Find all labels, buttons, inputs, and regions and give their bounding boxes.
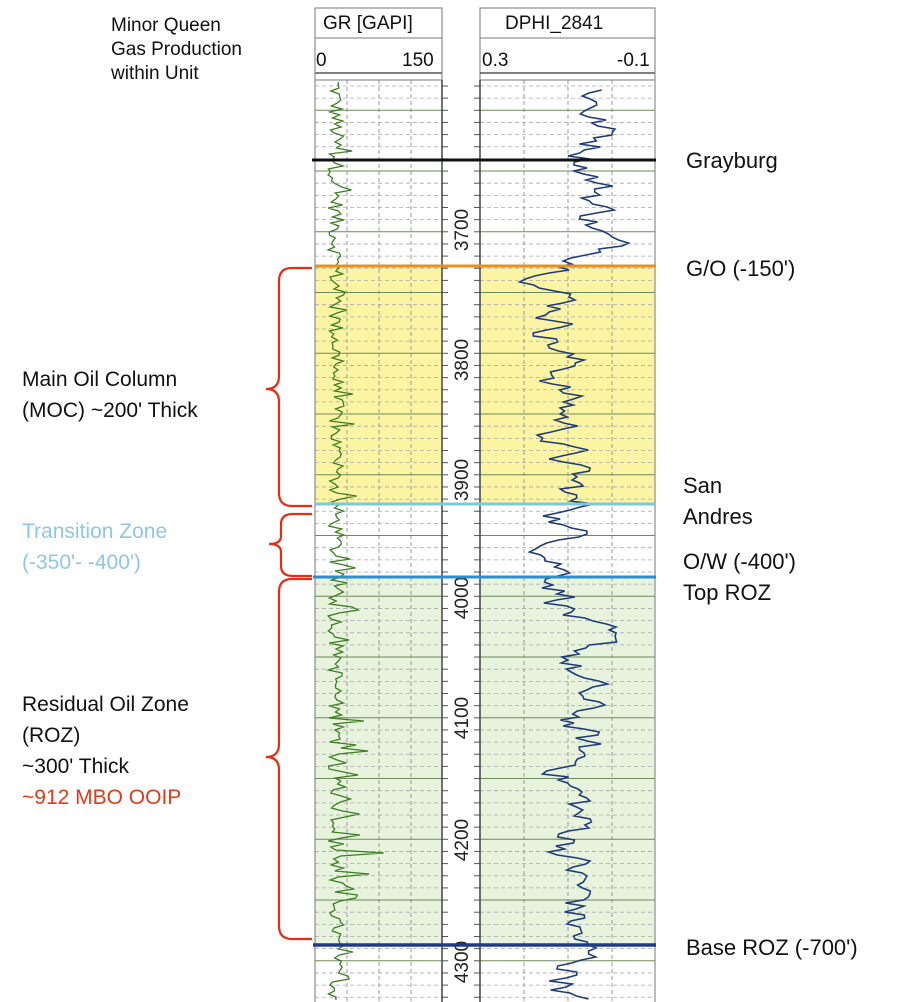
depth-label: 4000	[452, 577, 473, 619]
depth-labels: 3700 3800 3900 4000 4100 4200 4300	[452, 209, 473, 983]
transition-brace	[268, 512, 312, 578]
transition-label-line2: (-350'- -400')	[22, 551, 141, 574]
moc-label-line2: (MOC) ~200' Thick	[22, 399, 198, 422]
gr-scale-max: 150	[402, 50, 434, 71]
gr-track-name: GR [GAPI]	[323, 13, 413, 34]
dphi-curve	[517, 89, 631, 1000]
moc-brace	[265, 266, 312, 508]
depth-label: 4100	[452, 697, 473, 739]
top-roz-label: Top ROZ	[683, 580, 772, 605]
dphi-track-name: DPHI_2841	[505, 13, 604, 34]
roz-brace	[265, 577, 312, 941]
base-roz-label: Base ROZ (-700')	[686, 935, 858, 960]
roz-label-line1: Residual Oil Zone	[22, 693, 189, 716]
depth-label: 3800	[452, 339, 473, 381]
grayburg-label: Grayburg	[686, 148, 778, 173]
roz-ooip-label: ~912 MBO OOIP	[22, 786, 182, 809]
roz-zone-fill	[315, 577, 655, 945]
san-andres-label-line1: San	[683, 473, 723, 498]
depth-label: 3700	[452, 209, 473, 251]
san-andres-label-line2: Andres	[683, 504, 753, 529]
roz-label-line3: ~300' Thick	[22, 755, 129, 778]
dphi-scale-max: -0.1	[617, 50, 650, 71]
gr-curve	[325, 81, 384, 1001]
depth-label: 4300	[452, 941, 473, 983]
ow-contact-label: O/W (-400')	[683, 549, 796, 574]
moc-label-line1: Main Oil Column	[22, 368, 178, 391]
depth-label: 3900	[452, 459, 473, 501]
transition-label-line1: Transition Zone	[22, 520, 168, 543]
depth-label: 4200	[452, 819, 473, 861]
moc-zone-fill	[315, 266, 655, 504]
chart-title: Minor Queen Gas Production within Unit	[111, 15, 242, 84]
go-contact-label: G/O (-150')	[686, 256, 796, 281]
gr-scale-min: 0	[316, 50, 327, 71]
dphi-scale-min: 0.3	[482, 50, 509, 71]
depth-track-background	[442, 80, 480, 1002]
roz-label-line2: (ROZ)	[22, 724, 81, 747]
